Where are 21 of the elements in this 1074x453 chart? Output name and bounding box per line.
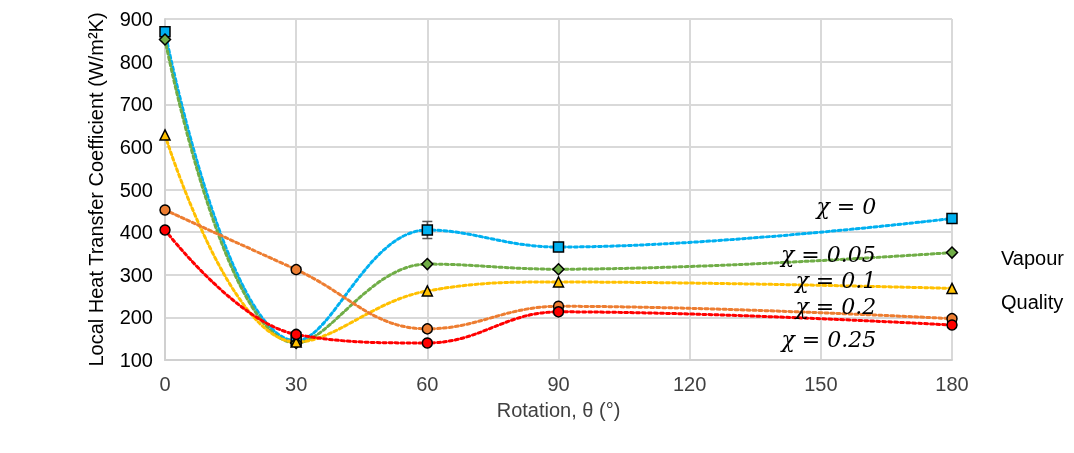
y-tick-label: 900 [119,8,153,30]
y-tick-label: 700 [119,93,153,116]
x-tick-label: 90 [547,373,570,395]
series-label: χ = 0 [814,193,877,219]
x-tick-label: 60 [416,373,439,395]
x-axis-title: Rotation, θ (°) [496,399,621,421]
x-tick-label: 0 [159,373,171,395]
y-tick-label: 600 [119,135,153,158]
x-tick-label: 120 [672,373,707,395]
y-tick-label: 100 [119,349,153,371]
series-label: χ = 0.25 [779,326,877,352]
x-tick-label: 150 [804,373,838,395]
y-tick-label: 300 [119,263,153,286]
y-tick-label: 400 [119,221,153,244]
y-tick-label: 800 [119,50,153,73]
y-tick-label: 200 [119,306,153,329]
x-tick-label: 30 [285,373,308,395]
y-tick-label: 500 [119,178,153,201]
y-axis-title: Local Heat Transfer Coefficient (W/m²K) [84,12,107,367]
legend-title: Vapour Quality [1000,247,1065,313]
x-tick-label: 180 [935,373,969,395]
